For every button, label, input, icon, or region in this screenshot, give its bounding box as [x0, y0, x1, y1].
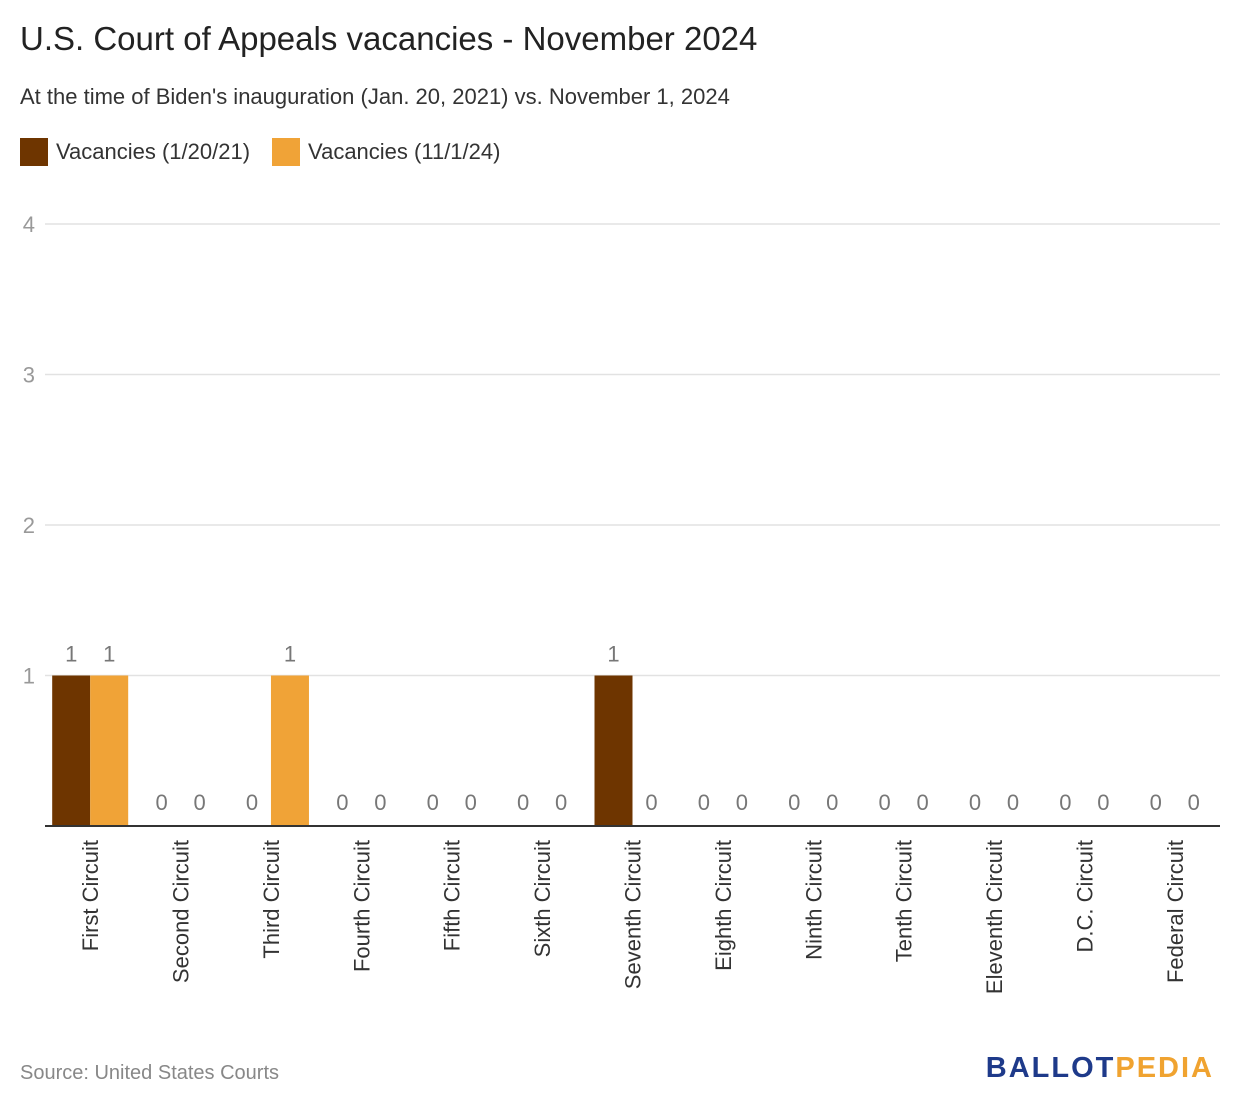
x-tick-label: Ninth Circuit	[801, 840, 826, 960]
logo-part-ballot: BALLOT	[985, 1052, 1116, 1084]
x-tick-label: Eleventh Circuit	[982, 840, 1007, 994]
legend-label-2021: Vacancies (1/20/21)	[56, 139, 251, 164]
data-label: 0	[788, 790, 800, 815]
x-tick-label: D.C. Circuit	[1072, 840, 1097, 952]
legend-item-2024: Vacancies (11/1/24)	[272, 138, 500, 166]
source-note: Source: United States Courts	[20, 1062, 280, 1084]
bar	[270, 675, 309, 826]
legend-swatch-2024	[272, 138, 301, 166]
x-tick-label: First Circuit	[78, 840, 103, 951]
data-label: 0	[517, 790, 529, 815]
data-label: 0	[336, 790, 348, 815]
chart-subtitle: At the time of Biden's inauguration (Jan…	[20, 84, 730, 109]
data-label: 1	[103, 642, 115, 667]
data-label: 0	[155, 790, 167, 815]
y-tick-label: 1	[23, 664, 35, 689]
data-label: 1	[607, 642, 619, 667]
bar	[594, 675, 633, 826]
x-tick-label: Fifth Circuit	[440, 840, 465, 951]
y-tick-label: 2	[23, 513, 35, 538]
x-tick-label: Eighth Circuit	[711, 840, 736, 971]
bar	[90, 675, 129, 826]
legend: Vacancies (1/20/21) Vacancies (11/1/24)	[20, 138, 522, 166]
data-label: 1	[284, 642, 296, 667]
legend-item-2021: Vacancies (1/20/21)	[20, 138, 250, 166]
x-tick-label: Sixth Circuit	[530, 840, 555, 957]
x-tick-label: Fourth Circuit	[349, 840, 374, 972]
x-tick-label: Third Circuit	[259, 840, 284, 959]
data-label: 0	[1150, 790, 1162, 815]
ballotpedia-logo: BALLOTPEDIA	[986, 1052, 1214, 1085]
x-tick-label: Second Circuit	[169, 840, 194, 983]
x-tick-label: Federal Circuit	[1163, 840, 1188, 983]
data-label: 0	[1188, 790, 1200, 815]
data-label: 0	[1097, 790, 1109, 815]
y-tick-label: 4	[23, 212, 35, 237]
data-label: 0	[374, 790, 386, 815]
x-tick-label: Seventh Circuit	[621, 840, 646, 989]
data-label: 0	[427, 790, 439, 815]
data-label: 0	[555, 790, 567, 815]
data-label: 0	[879, 790, 891, 815]
legend-swatch-2021	[20, 138, 48, 166]
x-tick-label: Tenth Circuit	[892, 840, 917, 962]
bar	[52, 675, 91, 826]
data-label: 0	[465, 790, 477, 815]
data-label: 0	[969, 790, 981, 815]
data-label: 0	[1059, 790, 1071, 815]
y-tick-label: 3	[23, 363, 35, 388]
logo-part-pedia: PEDIA	[1115, 1052, 1214, 1084]
legend-label-2024: Vacancies (11/1/24)	[308, 139, 501, 164]
data-label: 0	[246, 790, 258, 815]
data-label: 0	[917, 790, 929, 815]
data-label: 0	[193, 790, 205, 815]
data-label: 0	[826, 790, 838, 815]
data-label: 1	[65, 642, 77, 667]
data-label: 0	[645, 790, 657, 815]
data-label: 0	[1007, 790, 1019, 815]
data-label: 0	[698, 790, 710, 815]
data-label: 0	[736, 790, 748, 815]
chart-title: U.S. Court of Appeals vacancies - Novemb…	[20, 20, 758, 57]
